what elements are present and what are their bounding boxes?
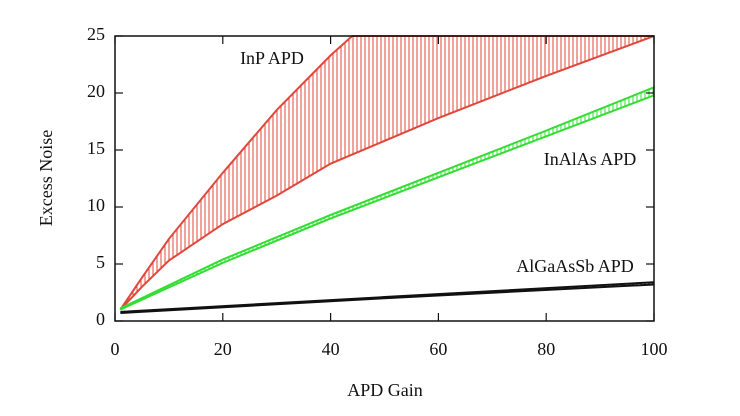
x-tick-label: 60 [429, 339, 447, 359]
y-tick-label: 5 [96, 252, 105, 272]
x-tick-label: 100 [641, 339, 668, 359]
y-tick-label: 25 [87, 24, 105, 44]
y-tick-label: 15 [87, 138, 105, 158]
y-tick-label: 20 [87, 81, 105, 101]
band-edge [119, 35, 655, 311]
x-tick-label: 0 [111, 339, 120, 359]
x-tick-label: 40 [322, 339, 340, 359]
x-axis-label: APD Gain [347, 380, 423, 400]
series-label: AlGaAsSb APD [516, 256, 634, 276]
y-axis-label: Excess Noise [36, 130, 56, 226]
band-edge [120, 281, 655, 313]
band-fill [120, 87, 654, 310]
series-label: InAlAs APD [544, 149, 637, 169]
y-tick-label: 10 [87, 195, 105, 215]
band-edge [120, 283, 655, 315]
band-fill [120, 36, 654, 310]
band-edge [119, 94, 655, 311]
plot-frame [114, 35, 655, 322]
x-tick-label: 20 [214, 339, 232, 359]
y-tick-label: 0 [96, 309, 105, 329]
series-label: InP APD [240, 48, 304, 68]
x-tick-label: 80 [537, 339, 555, 359]
band-edge [119, 86, 655, 310]
